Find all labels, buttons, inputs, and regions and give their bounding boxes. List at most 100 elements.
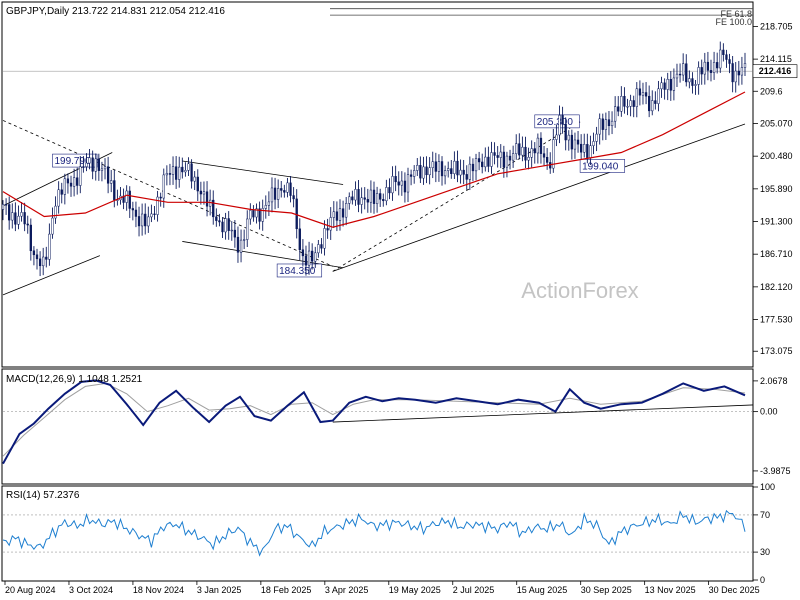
candle-body <box>691 78 694 86</box>
candle-body <box>610 120 614 127</box>
candle-body <box>709 70 713 73</box>
candle-body <box>311 250 314 262</box>
macd-signal-line <box>2 382 746 457</box>
candle-body <box>703 61 706 75</box>
candle-body <box>583 144 586 153</box>
candle-body <box>345 203 348 218</box>
candle-body <box>165 173 169 176</box>
candle-body <box>178 166 181 180</box>
candle-body <box>153 213 156 215</box>
candle-body <box>317 244 320 254</box>
candles <box>1 41 747 277</box>
candle-body <box>17 215 20 225</box>
candle-body <box>465 174 468 180</box>
candle-body <box>360 197 363 205</box>
rsi-main-line <box>2 509 746 557</box>
candle-body <box>94 158 97 172</box>
price-tick-label: 209.6 <box>760 86 783 96</box>
candle-body <box>190 163 193 182</box>
candle-body <box>221 221 224 233</box>
candle-body <box>385 187 388 202</box>
candle-body <box>400 180 403 186</box>
watermark: ActionForex <box>521 278 638 303</box>
last-price-tag <box>752 64 798 79</box>
candle-body <box>484 156 487 168</box>
candle-body <box>103 166 107 170</box>
candle-body <box>29 224 32 252</box>
candle-body <box>261 208 264 222</box>
candle-body <box>270 187 274 203</box>
candle-body <box>205 191 209 207</box>
candle-body <box>338 208 342 221</box>
candle-body <box>366 199 369 203</box>
candle-body <box>246 218 249 240</box>
candle-body <box>32 250 36 256</box>
candle-body <box>236 236 240 253</box>
candle-body <box>140 213 144 227</box>
candle-body <box>666 78 669 90</box>
candle-body <box>734 70 737 83</box>
candle-body <box>660 82 663 90</box>
candle-body <box>694 84 697 86</box>
candle-body <box>394 176 397 183</box>
candle-body <box>42 256 45 267</box>
candle-body <box>700 67 703 75</box>
candle-body <box>419 165 422 179</box>
candle-body <box>341 208 345 218</box>
candle-body <box>202 191 206 195</box>
candle-body <box>255 208 258 218</box>
candle-body <box>48 233 51 260</box>
candle-body <box>669 78 672 91</box>
candle-body <box>440 161 444 177</box>
candle-body <box>515 143 518 154</box>
candle-body <box>536 137 540 154</box>
candle-body <box>388 187 391 194</box>
candle-body <box>187 163 190 171</box>
candle-body <box>579 143 583 153</box>
macd-tick-label: 0.00 <box>760 407 778 417</box>
candle-body <box>131 208 134 211</box>
candle-body <box>644 92 648 97</box>
candle-body <box>697 67 700 85</box>
candle-body <box>607 119 611 127</box>
candle-body <box>604 119 608 130</box>
candle-body <box>106 166 110 184</box>
candle-body <box>481 161 484 168</box>
grid <box>3 8 753 72</box>
candle-body <box>326 228 329 231</box>
candle-body <box>654 100 657 104</box>
rising-support-line <box>332 123 746 272</box>
candle-body <box>60 189 63 195</box>
candle-body <box>437 161 441 172</box>
x-tick-label: 2 Jul 2025 <box>453 585 495 595</box>
fe-1000-label: FE 100.0 <box>715 17 752 27</box>
rsi-tick-label: 0 <box>760 575 765 585</box>
candle-body <box>740 67 744 76</box>
candle-body <box>304 255 308 266</box>
candle-body <box>283 190 286 193</box>
price-tick-label: 186.710 <box>760 249 793 259</box>
candle-body <box>589 145 592 159</box>
candle-body <box>527 157 530 161</box>
candle-body <box>425 166 428 176</box>
candle-body <box>576 139 580 145</box>
rsi-line <box>2 509 753 557</box>
candle-body <box>97 158 100 171</box>
candle-body <box>725 54 728 60</box>
candle-body <box>456 160 459 176</box>
candle-body <box>196 176 199 192</box>
candle-body <box>277 188 280 200</box>
candle-body <box>558 115 561 136</box>
candle-body <box>357 189 360 205</box>
candle-body <box>82 166 85 168</box>
candle-body <box>54 205 57 219</box>
candle-body <box>128 190 131 209</box>
candle-body <box>354 189 357 201</box>
candle-body <box>295 198 298 230</box>
x-tick-label: 30 Dec 2025 <box>709 585 760 595</box>
candle-body <box>329 217 332 231</box>
candle-body <box>314 252 317 262</box>
price-panel-frame <box>1 1 754 368</box>
candle-body <box>632 100 635 107</box>
